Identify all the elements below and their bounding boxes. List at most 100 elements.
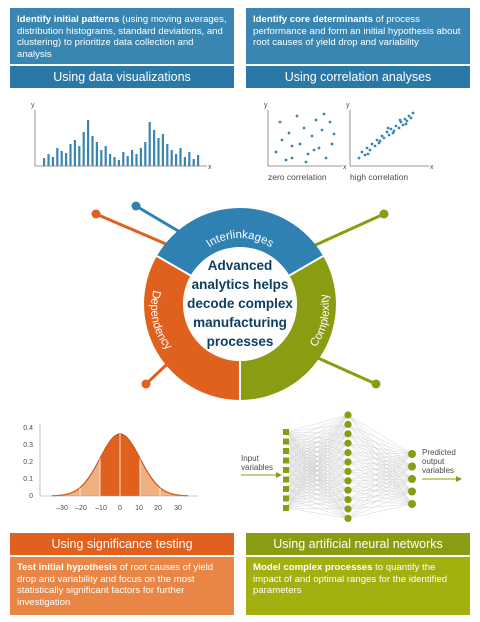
histogram-bar <box>144 142 147 166</box>
zero-correlation-plot: y x <box>264 102 347 171</box>
x-tick: –20 <box>75 505 87 512</box>
scatter-dot <box>397 126 401 130</box>
histogram-bar <box>153 130 156 166</box>
nn-edge <box>347 452 413 467</box>
scatter-dot <box>370 142 374 146</box>
scatter-dot <box>387 133 391 137</box>
nn-edge <box>347 491 413 519</box>
scatter-dot <box>306 152 310 156</box>
scatter-dot <box>310 134 314 138</box>
nn-edge <box>347 453 413 491</box>
nn-edge <box>285 414 349 480</box>
blue-pin-knob <box>131 201 141 211</box>
scatter-dot <box>287 131 291 135</box>
scatter-dot <box>363 153 367 157</box>
histogram-bar <box>56 148 59 166</box>
center-text-line-2: analytics helps <box>192 277 289 292</box>
histogram-bar <box>60 151 63 166</box>
scatter-dot <box>320 128 324 132</box>
histogram-bar <box>95 142 98 166</box>
center-text-line-1: Advanced <box>208 258 273 273</box>
scatter-dot <box>411 111 415 115</box>
output-node <box>408 450 416 458</box>
nn-edge <box>347 478 413 481</box>
input-node <box>283 505 289 511</box>
hidden-node <box>344 458 352 466</box>
hidden-node <box>344 420 352 428</box>
input-node <box>283 438 289 445</box>
output-node <box>408 500 416 508</box>
nn-edge <box>347 443 413 480</box>
nn-edge <box>347 453 413 519</box>
nn-edge <box>347 453 413 500</box>
scatter-dot <box>278 120 282 124</box>
scatter-dot <box>290 144 294 148</box>
nn-edge <box>285 414 349 490</box>
neural-network-diagram: Input variables Predicted output variabl… <box>241 411 462 522</box>
histogram-bar <box>175 154 178 166</box>
scatter-dot <box>330 142 334 146</box>
normal-distribution-chart: 0.4 0.3 0.2 0.1 0 –30 –20 –10 0 10 20 30 <box>23 424 198 512</box>
scatter-dot <box>378 139 382 143</box>
nn-edge <box>347 466 413 481</box>
center-text-line-5: processes <box>207 334 274 349</box>
nn-edge <box>285 414 349 471</box>
nn-edge <box>347 466 413 519</box>
histogram-bar <box>100 150 103 166</box>
bottom-left-description-text: of root causes of yield drop and variabi… <box>17 562 214 608</box>
top-right-description-bold: Identify core determinants <box>253 14 373 25</box>
histogram-bar <box>126 156 129 166</box>
nn-edge <box>347 466 413 510</box>
histogram-bar <box>69 144 72 166</box>
nn-edge <box>347 453 413 481</box>
output-label-line-2: output <box>422 457 445 466</box>
scatter-dot <box>375 138 379 142</box>
high-correlation-caption: high correlation <box>350 172 409 182</box>
scatter-dot <box>403 117 407 121</box>
orange-pin-knob-top <box>91 209 101 219</box>
zero-corr-x-axis-letter: x <box>343 164 347 171</box>
center-text: Advanced analytics helps decode complex … <box>187 258 293 349</box>
nn-edge <box>285 507 349 510</box>
scatter-dot <box>312 148 316 152</box>
zero-correlation-dots <box>274 112 336 164</box>
output-node <box>408 462 416 471</box>
scatter-dot <box>284 158 288 162</box>
scatter-dot <box>317 146 321 150</box>
histogram-bar <box>139 148 142 166</box>
bottom-left-description: Test initial hypothesis of root causes o… <box>10 557 234 615</box>
input-node <box>283 467 289 473</box>
nn-edge <box>347 414 413 480</box>
scatter-dot <box>407 114 411 118</box>
scatter-dot <box>391 131 395 135</box>
bottom-right-description: Model complex processes to quantify the … <box>246 557 470 615</box>
histogram-bar <box>109 154 112 166</box>
nn-edge <box>347 491 413 500</box>
nn-edge <box>347 433 413 480</box>
scatter-dot <box>405 119 409 123</box>
normal-y-ticks: 0.4 0.3 0.2 0.1 0 <box>23 425 33 500</box>
nn-edge <box>285 414 349 433</box>
bottom-left-description-bold: Test initial hypothesis <box>17 562 118 573</box>
hidden-node <box>344 477 352 485</box>
nn-edge <box>347 414 413 455</box>
histogram-bar <box>197 155 200 166</box>
top-right-description: Identify core determinants of process pe… <box>246 8 470 64</box>
scatter-dot <box>322 112 326 116</box>
histogram-bar <box>73 140 76 166</box>
scatter-dot <box>298 142 302 146</box>
nn-edge <box>347 461 413 467</box>
scatter-dot <box>368 148 372 152</box>
histogram-bar <box>87 120 90 166</box>
nn-edge <box>347 424 413 455</box>
scatter-dot <box>328 120 332 124</box>
nn-edge <box>347 478 413 491</box>
high-correlation-dots <box>357 111 415 160</box>
nn-edge <box>347 466 413 472</box>
scatter-dot <box>373 144 377 148</box>
nn-edge <box>347 466 413 491</box>
y-tick: 0.2 <box>23 459 33 466</box>
y-tick: 0.4 <box>23 425 33 432</box>
x-tick: –30 <box>56 505 68 512</box>
high-corr-y-axis-letter: y <box>346 102 350 109</box>
